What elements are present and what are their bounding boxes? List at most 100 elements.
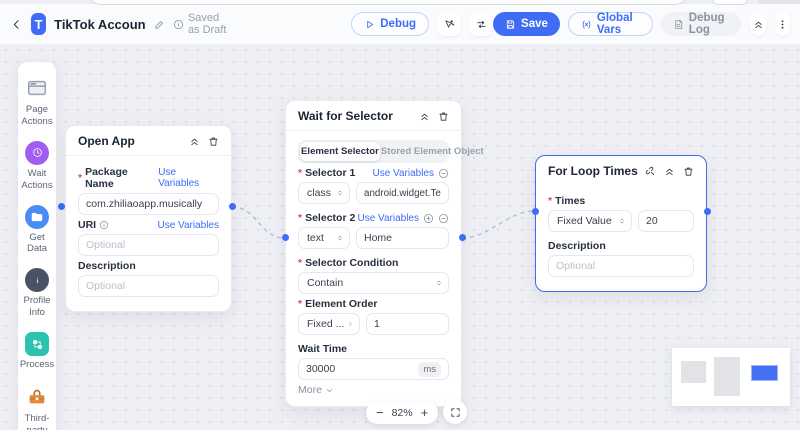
delete-node-icon[interactable]	[208, 136, 219, 147]
remove-selector-icon[interactable]	[438, 168, 449, 179]
double-chevron-up-icon	[753, 19, 764, 30]
node-open-app[interactable]: Open App *Package Name Use Variables URI	[65, 125, 232, 312]
log-document-icon	[673, 19, 684, 30]
port-forloop-right[interactable]	[704, 208, 711, 215]
field-label: Wait Time	[298, 343, 348, 355]
field-label: * Element Order	[298, 298, 378, 310]
use-variables-link[interactable]: Use Variables	[158, 167, 200, 189]
sidebar-item-process[interactable]: Process	[19, 332, 55, 371]
field-label: * Selector Condition	[298, 257, 399, 269]
selector1-value-input[interactable]	[364, 187, 441, 199]
more-toggle[interactable]: More	[298, 384, 449, 396]
info-icon	[25, 268, 49, 293]
delete-node-icon[interactable]	[438, 111, 449, 122]
auto-layout-button[interactable]	[437, 12, 462, 36]
uri-info-icon[interactable]	[99, 220, 109, 230]
remove-selector-icon[interactable]	[438, 213, 449, 224]
uri-input-wrap	[78, 234, 219, 256]
debug-button[interactable]: Debug	[351, 12, 430, 36]
caret-updown-icon	[349, 322, 353, 326]
collapse-panel-button[interactable]	[749, 12, 768, 36]
selector2-type-select[interactable]: text	[298, 227, 350, 249]
times-type-select[interactable]: Fixed Value	[548, 210, 632, 232]
fit-view-icon	[450, 407, 460, 417]
use-variables-link[interactable]: Use Variables	[357, 212, 419, 224]
selector2-value-input[interactable]	[364, 232, 441, 244]
port-waitselector-right[interactable]	[459, 234, 466, 241]
cutoff-pill-shape	[712, 0, 748, 5]
field-label: Description	[548, 240, 606, 252]
tab-stored-element-object[interactable]: Stored Element Object	[380, 146, 484, 157]
package-name-input[interactable]	[86, 198, 211, 210]
action-palette: Page Actions Wait Actions Get Data Profi…	[18, 62, 56, 430]
floppy-icon	[505, 19, 516, 30]
sidebar-item-third-party-tools[interactable]: Third-party Tools	[19, 384, 55, 430]
description-input[interactable]	[86, 280, 211, 292]
caret-updown-icon	[620, 218, 624, 224]
add-selector-icon[interactable]	[423, 213, 434, 224]
wait-time-input[interactable]	[306, 363, 415, 375]
save-button[interactable]: Save	[493, 12, 560, 36]
clock-icon	[25, 140, 49, 165]
element-order-type-select[interactable]: Fixed ...	[298, 313, 360, 335]
chevron-down-icon	[326, 388, 333, 392]
fit-view-button[interactable]	[443, 400, 467, 424]
wait-time-input-wrap: ms	[298, 358, 449, 380]
sidebar-item-page-actions[interactable]: Page Actions	[19, 75, 55, 128]
field-label: URI	[78, 219, 109, 231]
save-status: Saved as Draft	[173, 12, 233, 36]
use-variables-link[interactable]: Use Variables	[157, 219, 219, 231]
back-icon[interactable]	[10, 18, 23, 31]
folder-icon	[25, 204, 49, 229]
toolbox-icon	[24, 384, 50, 410]
element-order-value-input[interactable]	[374, 318, 441, 330]
node-for-loop-times[interactable]: For Loop Times * Times Fixed Value	[535, 155, 707, 292]
workflow-badge: T	[31, 13, 47, 35]
selector2-value-wrap	[356, 227, 449, 249]
times-value-input[interactable]	[646, 215, 686, 227]
caret-updown-icon	[338, 190, 342, 196]
sidebar-item-get-data[interactable]: Get Data	[19, 204, 55, 256]
collapse-node-icon[interactable]	[189, 136, 200, 147]
port-openapp-right[interactable]	[229, 203, 236, 210]
node-title: Open App	[78, 134, 135, 148]
flow-icon	[25, 332, 49, 356]
more-menu-button[interactable]	[775, 12, 790, 36]
edit-title-icon[interactable]	[154, 19, 165, 30]
selector1-type-select[interactable]: class	[298, 182, 350, 204]
divider	[66, 155, 231, 156]
port-waitselector-left[interactable]	[282, 234, 289, 241]
delete-node-icon[interactable]	[683, 166, 694, 177]
element-order-value-wrap	[366, 313, 449, 335]
sidebar-item-wait-actions[interactable]: Wait Actions	[19, 140, 55, 192]
use-variables-link[interactable]: Use Variables	[372, 167, 434, 179]
port-openapp-left[interactable]	[58, 203, 65, 210]
header-bar: T TikTok Account War... Saved as Draft D…	[0, 4, 800, 44]
field-label: * Times	[548, 195, 586, 207]
zoom-out-button[interactable]: −	[376, 405, 384, 420]
collapse-node-icon[interactable]	[664, 166, 675, 177]
unlink-icon[interactable]	[645, 166, 656, 177]
field-label: * Selector 1	[298, 167, 356, 179]
global-vars-button[interactable]: Global Vars	[567, 12, 653, 36]
info-icon	[173, 19, 184, 30]
node-wait-for-selector[interactable]: Wait for Selector Element Selector Store…	[285, 100, 484, 407]
zoom-bar: − 82% +	[366, 401, 439, 424]
dots-vertical-icon	[777, 19, 788, 30]
sidebar-item-profile-info[interactable]: Profile Info	[19, 268, 55, 319]
browser-window-icon	[24, 75, 50, 101]
swap-button[interactable]	[469, 12, 494, 36]
loop-description-input[interactable]	[556, 260, 686, 272]
node-title: Wait for Selector	[298, 109, 393, 123]
minimap[interactable]	[672, 348, 790, 406]
loop-description-wrap	[548, 255, 694, 277]
collapse-node-icon[interactable]	[419, 111, 430, 122]
selector-condition-select[interactable]: Contain	[298, 272, 449, 294]
minimap-node-for-loop	[751, 365, 778, 381]
uri-input[interactable]	[86, 239, 211, 251]
zoom-in-button[interactable]: +	[420, 405, 429, 420]
port-forloop-left[interactable]	[532, 208, 539, 215]
field-label: * Package Name	[78, 166, 128, 190]
debug-log-button[interactable]: Debug Log	[660, 12, 742, 36]
tab-element-selector[interactable]: Element Selector	[300, 142, 380, 161]
